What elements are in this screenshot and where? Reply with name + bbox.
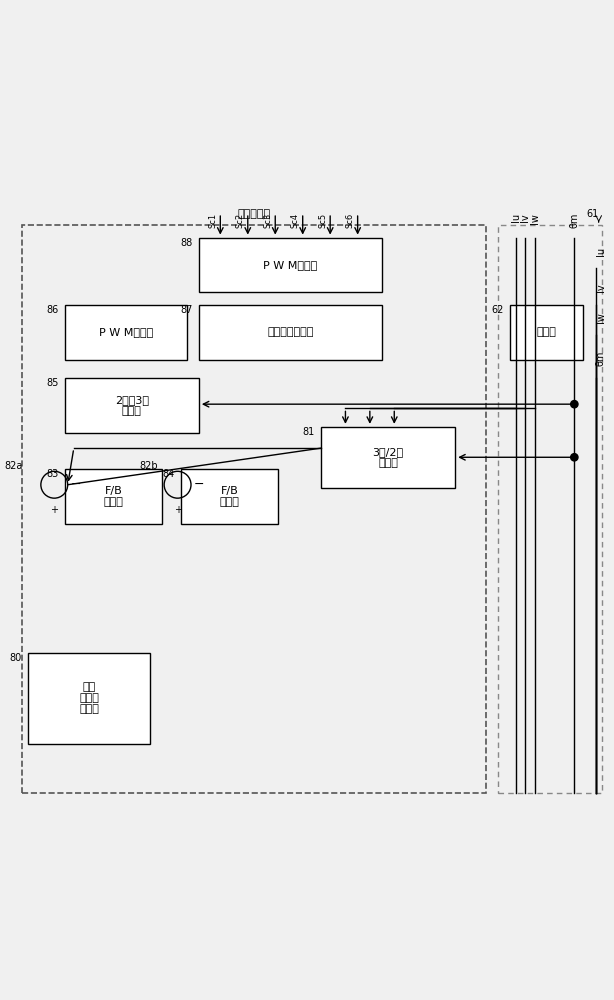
Circle shape — [570, 401, 578, 408]
Text: 84: 84 — [162, 469, 174, 479]
FancyBboxPatch shape — [510, 305, 583, 360]
Text: 61: 61 — [586, 209, 599, 219]
Text: 控制部: 控制部 — [220, 497, 239, 507]
Text: F/B: F/B — [220, 486, 238, 496]
Text: F/B: F/B — [104, 486, 122, 496]
Text: 转换部: 转换部 — [378, 458, 398, 468]
Text: P W M转换部: P W M转换部 — [99, 327, 153, 337]
Text: 83: 83 — [46, 469, 58, 479]
Text: 存储器: 存储器 — [537, 327, 557, 337]
Text: 82a: 82a — [4, 461, 23, 471]
Text: 指令值: 指令值 — [79, 693, 99, 703]
Text: 运算部: 运算部 — [79, 704, 99, 714]
Text: P W M输出部: P W M输出部 — [263, 260, 317, 270]
Text: Iw: Iw — [530, 213, 540, 224]
Text: θm: θm — [569, 213, 580, 228]
FancyBboxPatch shape — [199, 238, 382, 292]
Text: 电流: 电流 — [82, 682, 96, 692]
Text: θm: θm — [596, 350, 605, 366]
Text: −: − — [194, 478, 204, 491]
Text: 88: 88 — [181, 238, 193, 248]
Text: Sc3: Sc3 — [263, 213, 272, 228]
FancyBboxPatch shape — [28, 653, 150, 744]
Text: 80: 80 — [10, 653, 22, 663]
FancyBboxPatch shape — [199, 305, 382, 360]
Text: Sc6: Sc6 — [346, 213, 355, 228]
Text: 控制部: 控制部 — [104, 497, 123, 507]
Text: Iw: Iw — [596, 312, 605, 323]
Text: 87: 87 — [181, 305, 193, 315]
Text: Sc1: Sc1 — [208, 213, 217, 228]
Text: 85: 85 — [46, 378, 58, 388]
Text: 81: 81 — [303, 427, 315, 437]
Circle shape — [570, 454, 578, 461]
Text: +: + — [174, 505, 182, 515]
Text: Iv: Iv — [521, 213, 530, 222]
Text: 82b: 82b — [139, 461, 158, 471]
Text: 转换部: 转换部 — [122, 406, 142, 416]
Text: Iv: Iv — [596, 284, 605, 292]
FancyBboxPatch shape — [64, 378, 199, 433]
FancyBboxPatch shape — [181, 469, 278, 524]
Text: 死区时间补偿部: 死区时间补偿部 — [267, 327, 314, 337]
Text: −: − — [71, 478, 81, 491]
FancyBboxPatch shape — [64, 305, 187, 360]
Text: Sc2: Sc2 — [236, 213, 245, 228]
Text: Iu: Iu — [596, 247, 605, 256]
Text: Iu: Iu — [511, 213, 521, 222]
Text: +: + — [50, 505, 58, 515]
Text: 2相／3相: 2相／3相 — [115, 395, 149, 405]
FancyBboxPatch shape — [321, 427, 456, 488]
Text: 微型计算机: 微型计算机 — [238, 209, 270, 219]
FancyBboxPatch shape — [64, 469, 162, 524]
Text: 86: 86 — [46, 305, 58, 315]
Text: 3相/2相: 3相/2相 — [373, 447, 404, 457]
Text: 62: 62 — [492, 305, 504, 315]
Text: Sc4: Sc4 — [290, 213, 300, 228]
Text: Sc5: Sc5 — [318, 213, 327, 228]
